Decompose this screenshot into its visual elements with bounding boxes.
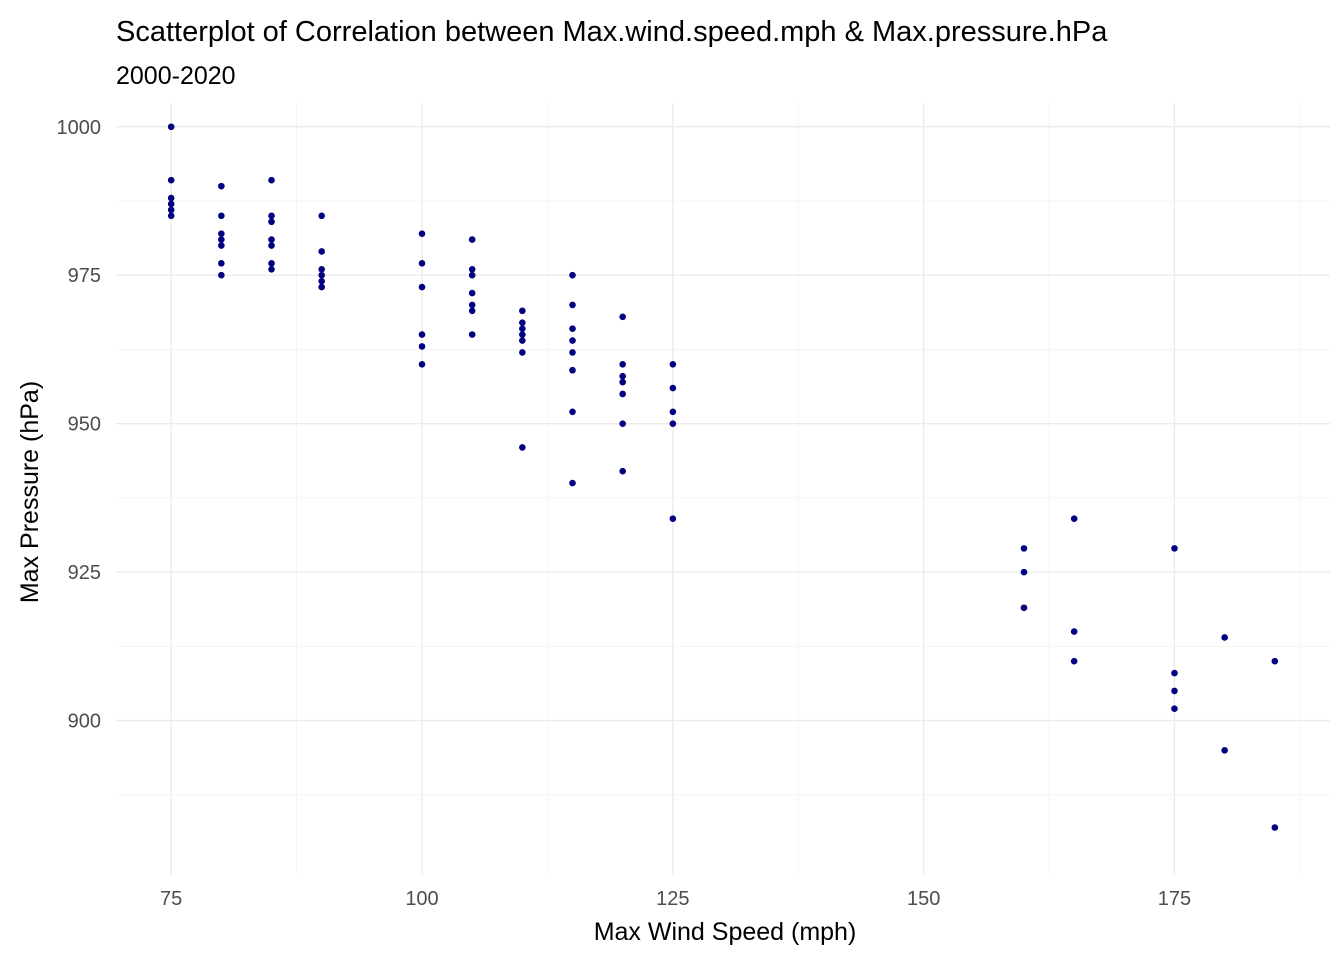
data-point-54 <box>619 313 626 321</box>
data-point-6 <box>218 182 225 190</box>
y-axis-tick-labels: 900 925 950 975 1000 <box>57 117 102 733</box>
data-point-11 <box>218 260 225 267</box>
data-point-8 <box>218 230 225 237</box>
x-tick-label: 175 <box>1158 888 1191 910</box>
data-point-46 <box>569 271 576 279</box>
data-point-57 <box>619 378 626 386</box>
data-point-14 <box>268 212 275 220</box>
data-point-36 <box>468 301 476 309</box>
data-point-30 <box>418 343 426 350</box>
y-axis-title: Max Pressure (hPa) <box>16 381 44 603</box>
data-point-60 <box>619 467 626 475</box>
data-point-52 <box>569 408 576 416</box>
data-point-62 <box>669 384 677 392</box>
data-point-63 <box>669 408 677 416</box>
data-point-77 <box>1221 746 1228 754</box>
data-point-35 <box>468 289 476 297</box>
data-point-49 <box>569 337 576 344</box>
data-point-59 <box>619 420 626 427</box>
x-tick-label: 75 <box>160 888 182 910</box>
data-point-19 <box>268 265 275 273</box>
data-point-45 <box>519 444 526 451</box>
grid <box>116 103 1330 875</box>
y-tick-label: 950 <box>68 414 101 436</box>
data-point-67 <box>1020 568 1028 576</box>
data-point-27 <box>418 260 426 267</box>
data-point-75 <box>1171 705 1178 713</box>
data-point-39 <box>519 307 526 315</box>
data-point-61 <box>669 360 677 368</box>
y-tick-label: 925 <box>68 562 101 584</box>
data-point-28 <box>418 283 426 291</box>
data-point-3 <box>167 200 175 208</box>
data-point-1 <box>167 176 175 184</box>
data-point-56 <box>619 372 626 380</box>
data-point-48 <box>569 325 576 332</box>
data-point-74 <box>1171 687 1178 695</box>
data-point-13 <box>268 176 275 184</box>
data-point-40 <box>519 319 526 327</box>
data-point-9 <box>218 236 225 243</box>
x-axis-title: Max Wind Speed (mph) <box>594 918 857 946</box>
x-axis-tick-labels: 75 100 125 150 175 <box>160 888 1191 910</box>
data-point-50 <box>569 349 576 356</box>
data-point-43 <box>519 337 526 344</box>
y-tick-label: 975 <box>68 265 101 287</box>
data-point-71 <box>1070 657 1078 665</box>
data-point-24 <box>318 277 325 285</box>
data-point-21 <box>318 248 325 255</box>
data-point-37 <box>468 307 476 315</box>
data-point-29 <box>418 331 426 338</box>
data-point-33 <box>468 265 476 273</box>
x-tick-label: 125 <box>656 888 689 910</box>
data-point-2 <box>167 194 175 202</box>
data-point-25 <box>318 283 325 291</box>
x-tick-label: 150 <box>907 888 940 910</box>
data-point-76 <box>1221 634 1228 641</box>
data-point-31 <box>418 360 426 368</box>
data-point-44 <box>519 349 526 356</box>
data-point-38 <box>468 331 476 338</box>
data-point-58 <box>619 390 626 398</box>
data-point-22 <box>318 265 325 273</box>
data-point-64 <box>669 420 677 427</box>
y-tick-label: 900 <box>68 711 101 733</box>
data-point-34 <box>468 271 476 279</box>
data-point-72 <box>1171 545 1178 552</box>
data-point-68 <box>1020 604 1028 612</box>
data-point-55 <box>619 360 626 368</box>
data-point-15 <box>268 218 275 226</box>
data-point-18 <box>268 260 275 267</box>
x-tick-label: 100 <box>405 888 438 910</box>
data-point-78 <box>1271 657 1279 665</box>
data-point-17 <box>268 242 275 249</box>
data-point-23 <box>318 271 325 279</box>
data-point-73 <box>1171 669 1178 677</box>
data-point-47 <box>569 301 576 309</box>
data-point-53 <box>569 479 576 487</box>
data-point-32 <box>468 236 476 243</box>
data-point-65 <box>669 515 677 522</box>
data-point-69 <box>1070 515 1078 522</box>
data-point-0 <box>167 123 175 131</box>
data-point-70 <box>1070 628 1078 635</box>
y-tick-label: 1000 <box>57 117 102 139</box>
data-point-66 <box>1020 545 1028 552</box>
data-point-5 <box>167 212 175 220</box>
data-point-12 <box>218 271 225 279</box>
data-points <box>167 123 1279 831</box>
data-point-51 <box>569 366 576 374</box>
data-point-20 <box>318 212 325 220</box>
data-point-10 <box>218 242 225 249</box>
data-point-4 <box>167 206 175 214</box>
chart-title: Scatterplot of Correlation between Max.w… <box>116 16 1108 48</box>
data-point-41 <box>519 325 526 332</box>
data-point-7 <box>218 212 225 220</box>
chart-subtitle: 2000-2020 <box>116 62 236 90</box>
data-point-79 <box>1271 824 1279 831</box>
data-point-26 <box>418 230 426 237</box>
data-point-42 <box>519 331 526 338</box>
data-point-16 <box>268 236 275 243</box>
